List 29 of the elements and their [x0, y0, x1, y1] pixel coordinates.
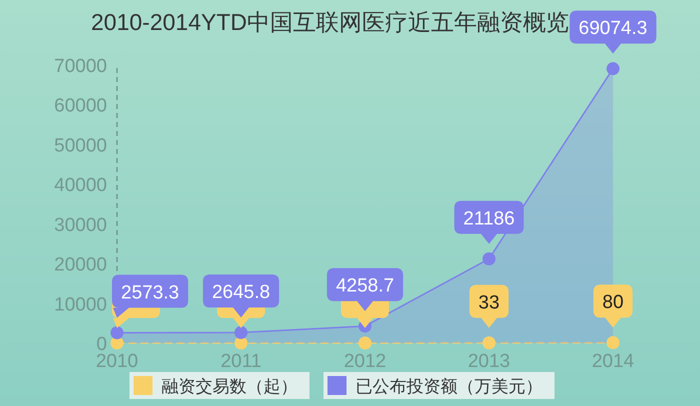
- point: [482, 336, 496, 350]
- point: [482, 252, 496, 266]
- point: [110, 326, 124, 340]
- y-tick-label: 30000: [54, 214, 107, 236]
- x-tick-label: 2013: [468, 351, 510, 372]
- point: [358, 336, 372, 350]
- point: [234, 336, 248, 350]
- data-label: 21186: [463, 208, 515, 230]
- point: [234, 326, 248, 339]
- legend-label: 已公布投资额（万美元）: [356, 377, 542, 396]
- y-tick-label: 40000: [54, 175, 107, 196]
- legend-label: 融资交易数（起）: [162, 377, 298, 396]
- x-tick-label: 2011: [220, 351, 262, 372]
- data-label: 33: [478, 292, 500, 314]
- chart-title: 2010-2014YTD中国互联网医疗近五年融资概览: [91, 9, 569, 35]
- data-label: 80: [602, 292, 624, 314]
- y-tick-label: 50000: [54, 135, 107, 156]
- point: [606, 336, 620, 350]
- x-tick-label: 2012: [344, 351, 386, 372]
- y-tick-label: 10000: [54, 294, 107, 316]
- y-tick-label: 20000: [54, 254, 107, 276]
- data-label: 4258.7: [336, 276, 394, 297]
- y-tick-label: 70000: [54, 56, 107, 77]
- data-label: 2645.8: [212, 282, 270, 303]
- y-tick-label: 60000: [54, 96, 107, 117]
- point: [606, 62, 620, 76]
- data-label: 2573.3: [121, 282, 180, 304]
- data-label: 69074.3: [578, 18, 648, 40]
- x-tick-label: 2014: [592, 351, 635, 372]
